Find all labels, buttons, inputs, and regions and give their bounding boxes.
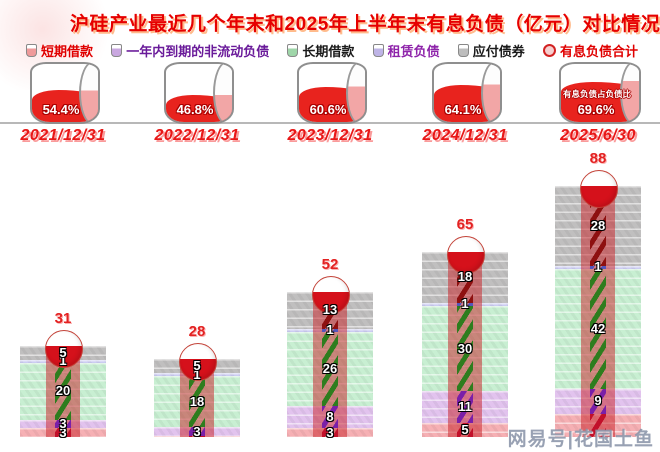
- gauge-2025-6-30: 有息负债占负债比 69.6%: [559, 62, 641, 124]
- legend-label: 短期借款: [41, 44, 94, 59]
- legend-item-oneyear: 一年内到期的非流动负债: [111, 41, 269, 60]
- segment-value-label: 3: [59, 416, 67, 432]
- oneyear-swatch-icon: [111, 44, 123, 57]
- date-label: 2022/12/31: [154, 127, 240, 144]
- coil-lease: [590, 266, 606, 269]
- bar-top-ball-icon: [580, 170, 618, 209]
- coil-oneyear: [590, 388, 606, 415]
- bar-total-label: 88: [589, 150, 607, 168]
- bar-total-label: 28: [188, 322, 206, 340]
- legend-item-bond: 应付债券: [457, 41, 525, 60]
- bar-2022-12-31: 3 18 1 5 28: [154, 323, 240, 439]
- gauge-percent: 54.4%: [42, 102, 80, 117]
- segment-value-label: 18: [189, 393, 205, 409]
- legend-item-short: 短期借款: [26, 41, 93, 60]
- date-label: 2024/12/31: [422, 127, 508, 144]
- bar-2024-12-31: 5 11 30 1 18 65: [422, 216, 508, 437]
- segment-value-label: 5: [461, 421, 469, 437]
- segment-value-label: 18: [457, 269, 473, 285]
- long-swatch-icon: [287, 44, 299, 57]
- segment-value-label: 1: [59, 353, 67, 369]
- bar-top-ball-icon: [179, 342, 217, 381]
- short-swatch-icon: [26, 44, 37, 57]
- date-label: 2021/12/31: [20, 127, 106, 144]
- bond-swatch-icon: [457, 44, 469, 57]
- coil-short: [322, 428, 338, 437]
- gauge-rim-ellipse: [620, 64, 639, 122]
- legend-item-total: 有息负债合计: [542, 41, 638, 60]
- coil-lease: [457, 303, 473, 306]
- segment-value-label: 30: [457, 340, 473, 356]
- legend-label: 长期借款: [302, 44, 355, 59]
- segment-value-label: 1: [461, 296, 469, 312]
- gauge-rim-ellipse: [213, 64, 232, 122]
- segment-value-label: 20: [55, 383, 71, 399]
- gauge-note: 有息负债占负债比: [562, 89, 631, 99]
- segment-value-label: 11: [458, 399, 472, 415]
- gauge-2022-12-31: 46.8%: [164, 62, 234, 124]
- coil-oneyear: [322, 405, 338, 429]
- coil-short: [189, 435, 205, 437]
- coil-lease: [322, 328, 338, 332]
- coil-oneyear: [55, 419, 71, 429]
- coil-long: [457, 305, 473, 392]
- segment-value-label: 8: [326, 409, 334, 425]
- segment-value-label: 1: [326, 322, 334, 338]
- legend-label: 应付债券: [472, 44, 525, 59]
- bar-total-label: 31: [54, 309, 72, 327]
- coil-oneyear: [189, 427, 205, 436]
- coil-short: [590, 414, 606, 437]
- bar-top-ball-icon: [447, 235, 485, 274]
- segment-value-label: 3: [59, 424, 67, 440]
- total-swatch-icon: [542, 44, 556, 57]
- date-label: 2023/12/31: [287, 127, 373, 144]
- date-label: 2025/6/30: [560, 127, 636, 144]
- gauge-2023-12-31: 60.6%: [297, 62, 367, 124]
- coil-long: [322, 331, 338, 406]
- gauge-percent: 64.1%: [444, 102, 482, 117]
- legend-label: 租赁负债: [387, 44, 440, 59]
- coil-long: [590, 268, 606, 389]
- watermark-text: 网易号|花国土鱼: [507, 429, 654, 450]
- bar-total-label: 65: [456, 215, 474, 233]
- segment-value-label: 26: [322, 360, 338, 376]
- segment-value-label: 5: [193, 358, 201, 374]
- segment-value-label: 3: [326, 424, 334, 440]
- gauge-2021-12-31: 54.4%: [30, 62, 100, 124]
- gauge-rim-ellipse: [346, 64, 365, 122]
- gauge-percent: 60.6%: [309, 102, 347, 117]
- bar-2025-6-30: 9 42 1 28 88: [555, 150, 641, 437]
- legend-item-lease: 租赁负债: [372, 41, 440, 60]
- bar-top-ball-icon: [45, 329, 83, 368]
- coil-short: [55, 428, 71, 437]
- page-title: 沪硅产业最近几个年末和2025年上半年末有息负债（亿元）对比情况: [70, 14, 660, 35]
- legend-label: 有息负债合计: [559, 44, 638, 59]
- segment-value-label: 9: [594, 393, 602, 409]
- bar-2021-12-31: 3 3 20 1 5 31: [20, 310, 106, 440]
- segment-value-label: 42: [590, 320, 606, 336]
- bar-total-label: 52: [321, 255, 339, 273]
- legend: 短期借款 一年内到期的非流动负债 长期借款 租赁负债 应付债券 有息负债合计: [26, 41, 638, 60]
- segment-value-label: 1: [193, 366, 201, 382]
- legend-label: 一年内到期的非流动负债: [126, 44, 270, 59]
- segment-value-label: 1: [594, 259, 602, 275]
- legend-item-long: 长期借款: [287, 41, 354, 60]
- gauge-2024-12-31: 64.1%: [432, 62, 502, 124]
- lease-swatch-icon: [372, 44, 384, 57]
- segment-value-label: 28: [590, 218, 606, 234]
- gauge-rim-ellipse: [79, 64, 98, 122]
- segment-value-label: 13: [322, 302, 338, 318]
- coil-oneyear: [457, 391, 473, 423]
- coil-long: [55, 362, 71, 420]
- segment-value-label: 5: [59, 344, 67, 360]
- segment-value-label: 3: [193, 423, 201, 439]
- coil-short: [457, 422, 473, 437]
- coil-long: [189, 376, 205, 428]
- gauge-rim-ellipse: [481, 64, 500, 122]
- gauge-percent: 69.6%: [577, 102, 615, 117]
- gauge-percent: 46.8%: [176, 102, 214, 117]
- bar-2023-12-31: 3 8 26 1 13 52: [287, 256, 373, 440]
- bar-top-ball-icon: [312, 275, 350, 314]
